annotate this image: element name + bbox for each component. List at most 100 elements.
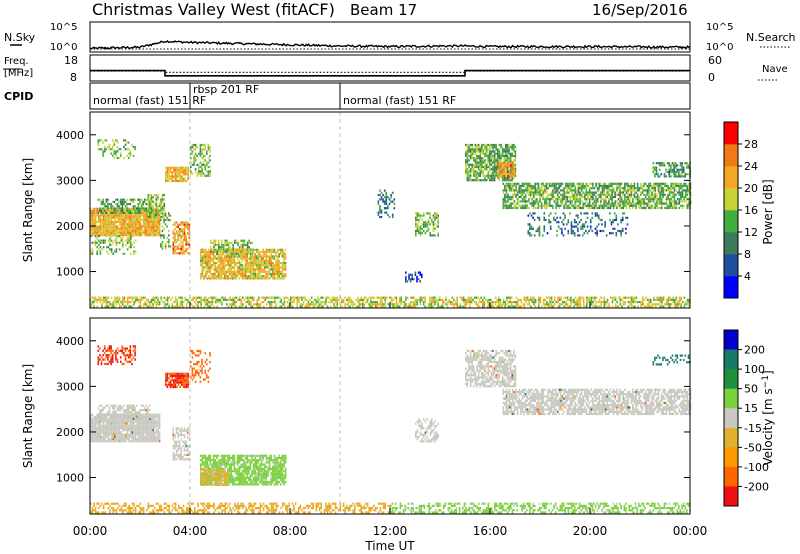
scatter-cell [220, 253, 223, 256]
scatter-cell [344, 296, 346, 299]
scatter-cell [632, 204, 634, 207]
scatter-cell [149, 234, 151, 237]
scatter-cell [122, 231, 124, 235]
scatter-cell [625, 206, 628, 210]
scatter-cell [681, 168, 683, 171]
scatter-cell [432, 223, 435, 226]
scatter-cell [194, 148, 197, 151]
scatter-cell [546, 296, 548, 299]
scatter-cell [556, 221, 558, 224]
scatter-cell [174, 247, 176, 250]
scatter-cell [573, 234, 576, 237]
scatter-cell [511, 152, 513, 155]
scatter-cell [341, 301, 343, 304]
scatter-cell [174, 241, 176, 244]
scatter-cell [238, 296, 241, 299]
scatter-cell [477, 303, 479, 306]
scatter-cell [419, 271, 421, 274]
scatter-cell [125, 220, 127, 224]
scatter-cell [679, 162, 682, 165]
scatter-cell [544, 305, 546, 308]
scatter-cell [177, 168, 180, 172]
scatter-cell [541, 234, 544, 237]
scatter-cell [627, 184, 629, 188]
scatter-cell [352, 301, 354, 304]
scatter-cell [124, 205, 127, 208]
scatter-cell [301, 305, 303, 308]
scatter-cell [503, 159, 505, 162]
scatter-cell [160, 200, 162, 203]
scatter-cell [117, 220, 119, 224]
scatter-cell [652, 187, 655, 190]
scatter-cell [134, 207, 136, 210]
scatter-cell [465, 170, 467, 173]
scatter-cell [533, 298, 535, 301]
scatter-cell [670, 168, 672, 171]
scatter-cell [237, 298, 239, 301]
scatter-cell [654, 173, 656, 176]
scatter-cell [115, 231, 118, 235]
scatter-cell [567, 218, 570, 222]
scatter-cell [664, 193, 666, 196]
scatter-cell [273, 272, 276, 276]
scatter-cell [537, 184, 540, 188]
scatter-cell [415, 232, 417, 235]
scatter-cell [199, 152, 202, 155]
scatter-cell [573, 218, 576, 222]
scatter-cell [299, 305, 302, 308]
scatter-cell [391, 200, 394, 203]
scatter-cell [469, 296, 471, 299]
scatter-cell [174, 296, 177, 299]
scatter-cell [146, 216, 148, 219]
scatter-cell [604, 187, 607, 190]
scatter-cell [93, 241, 95, 244]
scatter-cell [349, 301, 351, 304]
scatter-cell [391, 215, 394, 219]
scatter-cell [130, 216, 132, 219]
scatter-cell [526, 189, 529, 192]
scatter-cell [657, 198, 660, 201]
scatter-cell [128, 246, 130, 249]
scatter-cell [107, 239, 110, 242]
scatter-cell [451, 296, 454, 299]
scatter-cell [540, 182, 543, 185]
scatter-cell [408, 275, 410, 279]
scatter-cell [523, 198, 525, 201]
scatter-cell [418, 212, 420, 215]
scatter-cell [278, 301, 281, 304]
scatter-cell [544, 191, 546, 194]
scatter-cell [236, 248, 239, 251]
scatter-cell [232, 272, 234, 276]
scatter-cell [175, 225, 178, 228]
scatter-cell [630, 187, 633, 190]
scatter-cell [400, 296, 402, 299]
scatter-cell [124, 200, 127, 203]
scatter-cell [350, 303, 353, 306]
scatter-cell [275, 296, 278, 299]
scatter-cell [344, 303, 346, 306]
scatter-cell [625, 202, 628, 205]
scatter-cell [589, 221, 592, 224]
scatter-cell [474, 174, 477, 177]
scatter-cell [165, 171, 167, 174]
scatter-cell [681, 162, 683, 165]
scatter-cell [657, 191, 660, 194]
scatter-cell [243, 239, 246, 242]
scatter-cell [202, 148, 205, 151]
scatter-cell [178, 243, 181, 246]
scatter-cell [131, 198, 133, 201]
scatter-cell [665, 195, 668, 199]
scatter-cell [201, 259, 204, 262]
scatter-cell [281, 261, 284, 265]
scatter-cell [668, 187, 671, 190]
scatter-cell [202, 161, 205, 164]
scatter-cell [134, 298, 137, 301]
scatter-cell [118, 235, 121, 238]
scatter-cell [446, 301, 449, 304]
scatter-cell [580, 227, 582, 230]
scatter-cell [443, 301, 446, 304]
scatter-cell [560, 198, 562, 201]
scatter-cell [246, 248, 248, 251]
scatter-cell [161, 234, 164, 237]
scatter-cell [204, 275, 207, 278]
